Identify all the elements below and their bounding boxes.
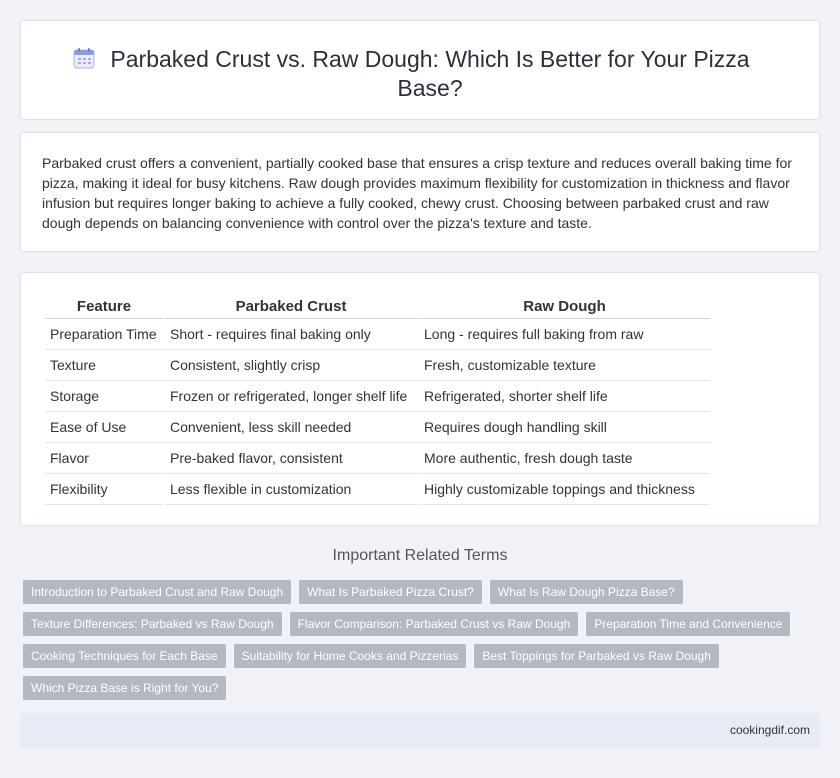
table-cell: Pre-baked flavor, consistent bbox=[165, 443, 417, 474]
page-title: Parbaked Crust vs. Raw Dough: Which Is B… bbox=[110, 46, 750, 101]
tag-row: Texture Differences: Parbaked vs Raw Dou… bbox=[23, 612, 823, 636]
comparison-table: Feature Parbaked Crust Raw Dough Prepara… bbox=[43, 295, 712, 505]
table-row: Flavor Pre-baked flavor, consistent More… bbox=[45, 443, 710, 474]
table-cell: Short - requires final baking only bbox=[165, 319, 417, 350]
table-cell: Ease of Use bbox=[45, 412, 163, 443]
table-cell: Flavor bbox=[45, 443, 163, 474]
column-header-raw: Raw Dough bbox=[419, 295, 710, 319]
intro-paragraph: Parbaked crust offers a convenient, part… bbox=[42, 155, 792, 231]
table-cell: Long - requires full baking from raw bbox=[419, 319, 710, 350]
footer: cookingdif.com bbox=[20, 713, 820, 748]
table-cell: Refrigerated, shorter shelf life bbox=[419, 381, 710, 412]
table-cell: Convenient, less skill needed bbox=[165, 412, 417, 443]
related-term-tag[interactable]: What Is Raw Dough Pizza Base? bbox=[489, 580, 683, 604]
table-cell: Texture bbox=[45, 350, 163, 381]
table-header-row: Feature Parbaked Crust Raw Dough bbox=[45, 295, 710, 319]
related-terms-list: Introduction to Parbaked Crust and Raw D… bbox=[23, 580, 823, 708]
table-cell: Requires dough handling skill bbox=[419, 412, 710, 443]
column-header-parbaked: Parbaked Crust bbox=[165, 295, 417, 319]
table-row: Flexibility Less flexible in customizati… bbox=[45, 474, 710, 505]
table-cell: Less flexible in customization bbox=[165, 474, 417, 505]
table-cell: Highly customizable toppings and thickne… bbox=[419, 474, 710, 505]
table-cell: Storage bbox=[45, 381, 163, 412]
table-cell: Preparation Time bbox=[45, 319, 163, 350]
table-row: Preparation Time Short - requires final … bbox=[45, 319, 710, 350]
tag-row: Introduction to Parbaked Crust and Raw D… bbox=[23, 580, 823, 604]
intro-card: Parbaked crust offers a convenient, part… bbox=[20, 132, 820, 252]
site-name[interactable]: cookingdif.com bbox=[729, 723, 810, 737]
related-term-tag[interactable]: Suitability for Home Cooks and Pizzerias bbox=[233, 644, 467, 668]
table-cell: Fresh, customizable texture bbox=[419, 350, 710, 381]
table-cell: Consistent, slightly crisp bbox=[165, 350, 417, 381]
related-term-tag[interactable]: Best Toppings for Parbaked vs Raw Dough bbox=[474, 644, 719, 668]
related-term-tag[interactable]: Cooking Techniques for Each Base bbox=[23, 644, 226, 668]
tag-row: Cooking Techniques for Each Base Suitabi… bbox=[23, 644, 823, 668]
table-cell: Frozen or refrigerated, longer shelf lif… bbox=[165, 381, 417, 412]
related-term-tag[interactable]: Which Pizza Base is Right for You? bbox=[23, 676, 227, 700]
related-terms-heading: Important Related Terms bbox=[332, 547, 508, 564]
table-row: Ease of Use Convenient, less skill neede… bbox=[45, 412, 710, 443]
tag-row: Which Pizza Base is Right for You? bbox=[23, 676, 823, 700]
header-card: Parbaked Crust vs. Raw Dough: Which Is B… bbox=[20, 20, 820, 120]
table-row: Storage Frozen or refrigerated, longer s… bbox=[45, 381, 710, 412]
calendar-icon bbox=[73, 48, 95, 69]
related-term-tag[interactable]: What Is Parbaked Pizza Crust? bbox=[299, 580, 482, 604]
column-header-feature: Feature bbox=[45, 295, 163, 319]
comparison-table-card: Feature Parbaked Crust Raw Dough Prepara… bbox=[20, 272, 820, 526]
related-term-tag[interactable]: Introduction to Parbaked Crust and Raw D… bbox=[23, 580, 292, 604]
related-term-tag[interactable]: Preparation Time and Convenience bbox=[586, 612, 791, 636]
related-term-tag[interactable]: Flavor Comparison: Parbaked Crust vs Raw… bbox=[289, 612, 579, 636]
related-term-tag[interactable]: Texture Differences: Parbaked vs Raw Dou… bbox=[23, 612, 282, 636]
table-cell: Flexibility bbox=[45, 474, 163, 505]
table-cell: More authentic, fresh dough taste bbox=[419, 443, 710, 474]
table-row: Texture Consistent, slightly crisp Fresh… bbox=[45, 350, 710, 381]
